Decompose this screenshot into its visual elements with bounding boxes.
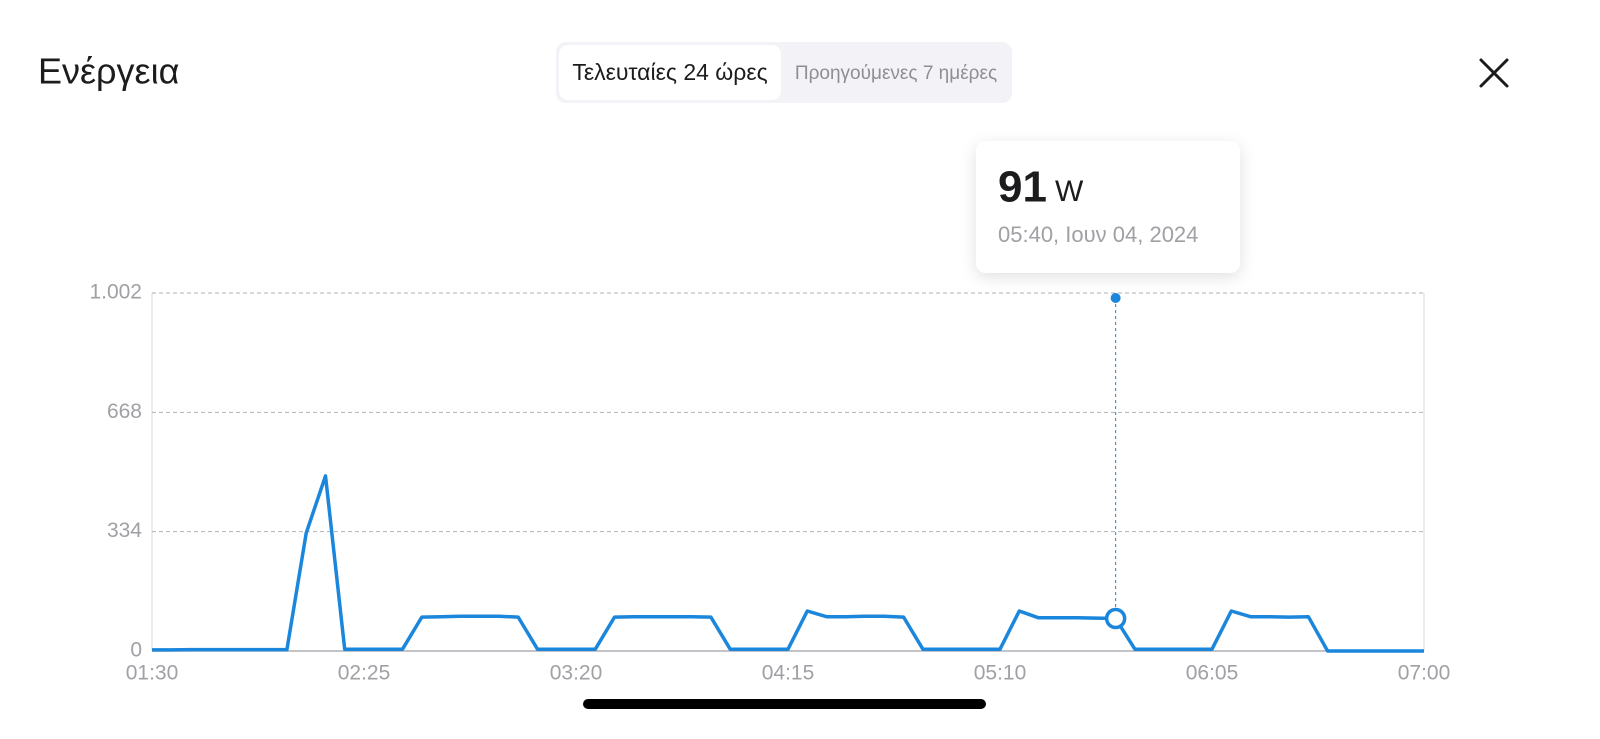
x-tick-label: 07:00 [1398,662,1451,685]
tab[interactable]: Προηγούμενες 7 ημέρες [795,63,997,84]
x-tick-label: 05:10 [974,662,1027,685]
tooltip-unit: W [1055,175,1084,208]
tooltip [976,141,1240,273]
x-tick-label: 04:15 [762,662,815,685]
x-tick-label: 06:05 [1186,662,1239,685]
selected-point [1104,607,1127,630]
data-line [152,474,1424,653]
close-button[interactable] [1479,58,1509,88]
plot: 0 334 668 1.002 01:30 02:25 03:20 04:15 05:10 06:… [89,281,1450,685]
cursor-dot [1110,293,1121,303]
tab[interactable]: Τελευταίες 24 ώρες [572,59,767,85]
y-tick-label: 0 [130,639,142,662]
home-indicator [583,699,986,709]
title: Ενέργεια [38,51,179,92]
y-tick-label: 1.002 [89,281,142,304]
x-tick-label: 02:25 [338,662,391,685]
y-tick-label: 668 [107,400,142,423]
tooltip-value: 91 [998,163,1047,212]
tooltip-time: 05:40, Ιουν 04, 2024 [998,222,1198,247]
x-tick-label: 03:20 [550,662,603,685]
y-tick-label: 334 [107,519,142,542]
tab-selected[interactable] [559,45,781,100]
x-tick-label: 01:30 [126,662,179,685]
